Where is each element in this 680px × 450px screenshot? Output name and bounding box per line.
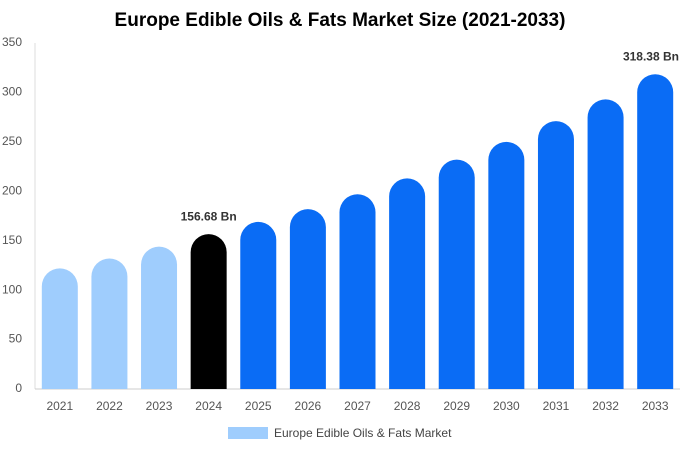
bar <box>91 258 128 389</box>
value-label: 156.68 Bn <box>181 209 237 223</box>
y-tick-label: 0 <box>15 381 22 395</box>
x-tick-label: 2022 <box>96 399 123 413</box>
y-tick-label: 150 <box>2 233 22 247</box>
chart-title: Europe Edible Oils & Fats Market Size (2… <box>115 10 566 31</box>
x-tick-label: 2029 <box>443 399 470 413</box>
bar <box>289 209 326 389</box>
y-tick-label: 350 <box>2 35 22 49</box>
x-tick-label: 2023 <box>146 399 173 413</box>
x-tick-label: 2027 <box>344 399 371 413</box>
y-tick-label: 300 <box>2 85 22 99</box>
bar <box>537 121 574 389</box>
x-tick-label: 2032 <box>592 399 619 413</box>
bar <box>240 221 277 389</box>
x-tick-label: 2031 <box>543 399 570 413</box>
x-tick-label: 2025 <box>245 399 272 413</box>
bar <box>587 99 624 389</box>
y-tick-label: 200 <box>2 183 22 197</box>
bar <box>141 246 178 389</box>
bar <box>389 178 426 389</box>
x-tick-label: 2028 <box>394 399 421 413</box>
x-tick-label: 2024 <box>195 399 222 413</box>
bar <box>637 74 674 389</box>
bar <box>190 234 227 389</box>
bar <box>438 159 475 389</box>
legend-swatch <box>228 427 268 439</box>
x-tick-label: 2033 <box>642 399 669 413</box>
bar <box>41 268 78 389</box>
bar <box>488 141 525 389</box>
bar <box>339 194 376 389</box>
y-tick-label: 50 <box>9 332 23 346</box>
y-tick-label: 100 <box>2 282 22 296</box>
value-label: 318.38 Bn <box>623 49 679 63</box>
y-tick-label: 250 <box>2 134 22 148</box>
x-tick-label: 2030 <box>493 399 520 413</box>
x-tick-label: 2026 <box>295 399 322 413</box>
x-tick-label: 2021 <box>46 399 73 413</box>
legend-label: Europe Edible Oils & Fats Market <box>274 426 452 440</box>
